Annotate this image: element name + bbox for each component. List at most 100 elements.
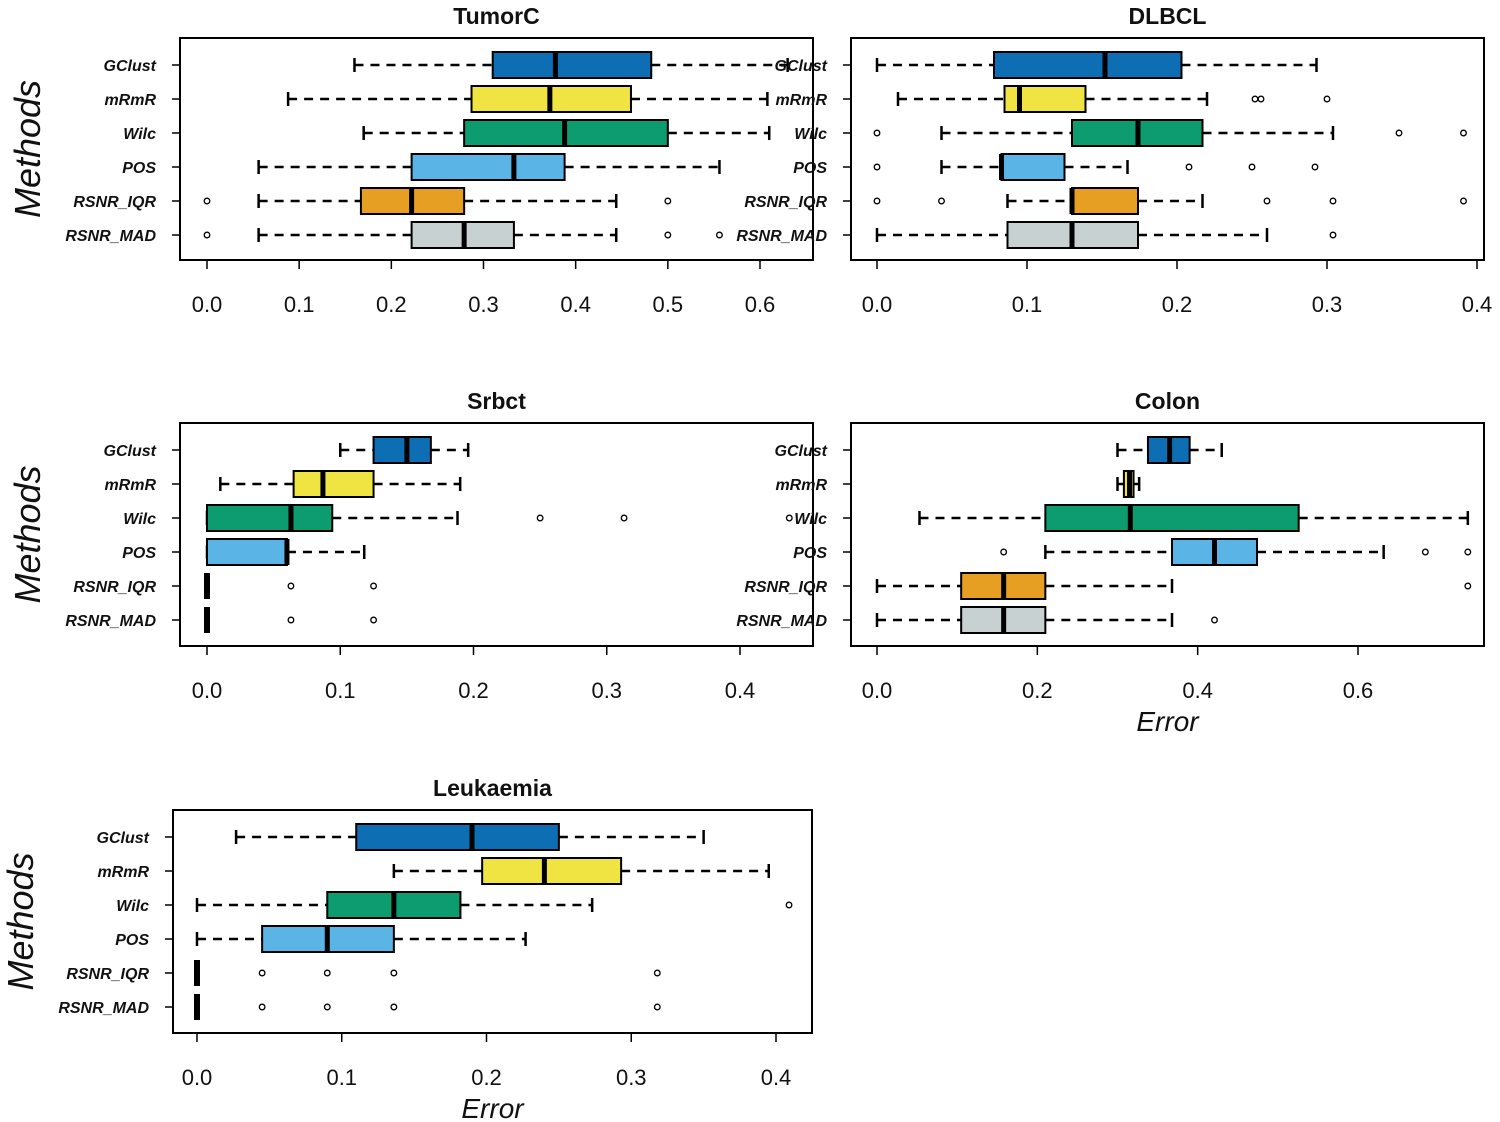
outlier-point <box>664 231 672 239</box>
outlier-point <box>653 969 661 977</box>
iqr-box <box>355 823 560 851</box>
outlier-point <box>1311 163 1319 171</box>
x-tick-label: 0.2 <box>471 1065 502 1090</box>
outlier-point <box>1185 163 1193 171</box>
box-rsnr_mad <box>875 606 1218 634</box>
box-gclust <box>234 823 705 851</box>
panel-dlbcl: DLBCL GClust mRmR Wilc POS RSNR_IQR RSNR_MAD 0.… <box>736 3 1492 317</box>
outlier-point <box>1464 548 1472 556</box>
outlier-point <box>203 231 211 239</box>
iqr-box <box>1000 153 1066 181</box>
panel-leukaemia: Leukaemia GClust mRmR Wilc POS RSNR_IQR RSNR_M… <box>0 775 813 1122</box>
outlier-point <box>785 901 793 909</box>
outlier-point <box>1211 616 1218 624</box>
category-label: RSNR_MAD <box>736 613 827 630</box>
box-gclust <box>875 51 1318 79</box>
y-axis-title: Methods <box>0 852 41 990</box>
box-mrmr <box>219 470 462 498</box>
category-label: Wilc <box>123 511 156 528</box>
category-label: RSNR_IQR <box>73 194 156 211</box>
outlier-point <box>1395 129 1403 137</box>
x-tick-label: 0.2 <box>1022 678 1053 703</box>
box-wilc <box>195 891 793 919</box>
category-label: GClust <box>775 58 828 75</box>
outlier-point <box>258 1003 266 1011</box>
outlier-point <box>323 1003 331 1011</box>
x-tick-label: 0.0 <box>182 1065 213 1090</box>
outlier-point <box>390 1003 398 1011</box>
category-label: GClust <box>104 443 157 460</box>
category-label: POS <box>793 545 827 562</box>
x-tick-label: 0.3 <box>468 292 499 317</box>
category-label: POS <box>793 160 827 177</box>
outlier-point <box>1257 95 1265 103</box>
category-label: mRmR <box>97 864 149 881</box>
outlier-point <box>1460 129 1467 137</box>
x-tick-label: 0.2 <box>376 292 407 317</box>
x-tick-label: 0.0 <box>862 292 893 317</box>
box-mrmr <box>896 85 1331 113</box>
x-tick-label: 0.1 <box>325 678 356 703</box>
category-label: POS <box>122 160 156 177</box>
outlier-point <box>287 616 295 624</box>
iqr-box <box>491 51 653 79</box>
box-gclust <box>353 51 789 79</box>
box-rsnr_iqr <box>873 187 1467 215</box>
plot-frame <box>850 37 1485 261</box>
x-tick-label: 0.0 <box>862 678 893 703</box>
outlier-point <box>323 969 331 977</box>
outlier-point <box>664 197 672 205</box>
iqr-box <box>993 51 1183 79</box>
outlier-point <box>370 582 378 590</box>
x-tick-label: 0.4 <box>1182 678 1213 703</box>
x-tick-label: 0.3 <box>616 1065 647 1090</box>
x-tick-label: 0.0 <box>192 292 223 317</box>
outlier-point <box>715 231 723 239</box>
box-rsnr_mad <box>204 607 378 633</box>
x-tick-label: 0.4 <box>560 292 591 317</box>
x-tick-label: 0.2 <box>458 678 489 703</box>
category-label: Wilc <box>116 898 149 915</box>
box-mrmr <box>392 857 771 885</box>
box-rsnr_mad <box>194 994 661 1020</box>
box-rsnr_mad <box>875 221 1337 249</box>
x-axis-title: Error <box>461 1093 525 1122</box>
category-label: Wilc <box>794 126 827 143</box>
category-label: POS <box>122 545 156 562</box>
panel-title: Srbct <box>467 388 526 414</box>
box-wilc <box>362 119 771 147</box>
category-label: RSNR_MAD <box>65 228 156 245</box>
plot-frame <box>179 422 814 647</box>
outlier-point <box>536 514 544 522</box>
iqr-box <box>206 504 334 532</box>
category-label: POS <box>115 932 149 949</box>
panel-srbct: Srbct GClust mRmR Wilc POS RSNR_IQR RSNR_MAD Me… <box>7 388 814 703</box>
box-gclust <box>1116 436 1223 464</box>
category-label: GClust <box>97 830 150 847</box>
category-label: RSNR_IQR <box>66 966 149 983</box>
outlier-point <box>785 514 793 522</box>
outlier-point <box>873 163 881 171</box>
x-tick-label: 0.1 <box>326 1065 357 1090</box>
iqr-box <box>292 470 375 498</box>
category-label: mRmR <box>104 92 156 109</box>
x-tick-label: 0.3 <box>591 678 622 703</box>
category-label: RSNR_MAD <box>736 228 827 245</box>
iqr-box <box>1003 85 1087 113</box>
x-tick-label: 0.4 <box>725 678 756 703</box>
panel-tumorc: TumorC GClust mRmR Wilc POS RSNR_IQR RSNR_MAD M… <box>7 3 814 317</box>
category-label: mRmR <box>775 477 827 494</box>
outlier-point <box>1323 95 1331 103</box>
box-mrmr <box>286 85 769 113</box>
x-tick-label: 0.2 <box>1162 292 1193 317</box>
category-label: mRmR <box>104 477 156 494</box>
box-pos <box>1000 538 1472 566</box>
iqr-box <box>410 153 566 181</box>
panel-title: TumorC <box>453 3 539 29</box>
box-rsnr_iqr <box>194 960 661 986</box>
category-label: RSNR_IQR <box>73 579 156 596</box>
x-tick-label: 0.4 <box>1462 292 1493 317</box>
x-tick-label: 0.3 <box>1312 292 1343 317</box>
category-label: mRmR <box>775 92 827 109</box>
y-axis-title: Methods <box>7 80 48 218</box>
